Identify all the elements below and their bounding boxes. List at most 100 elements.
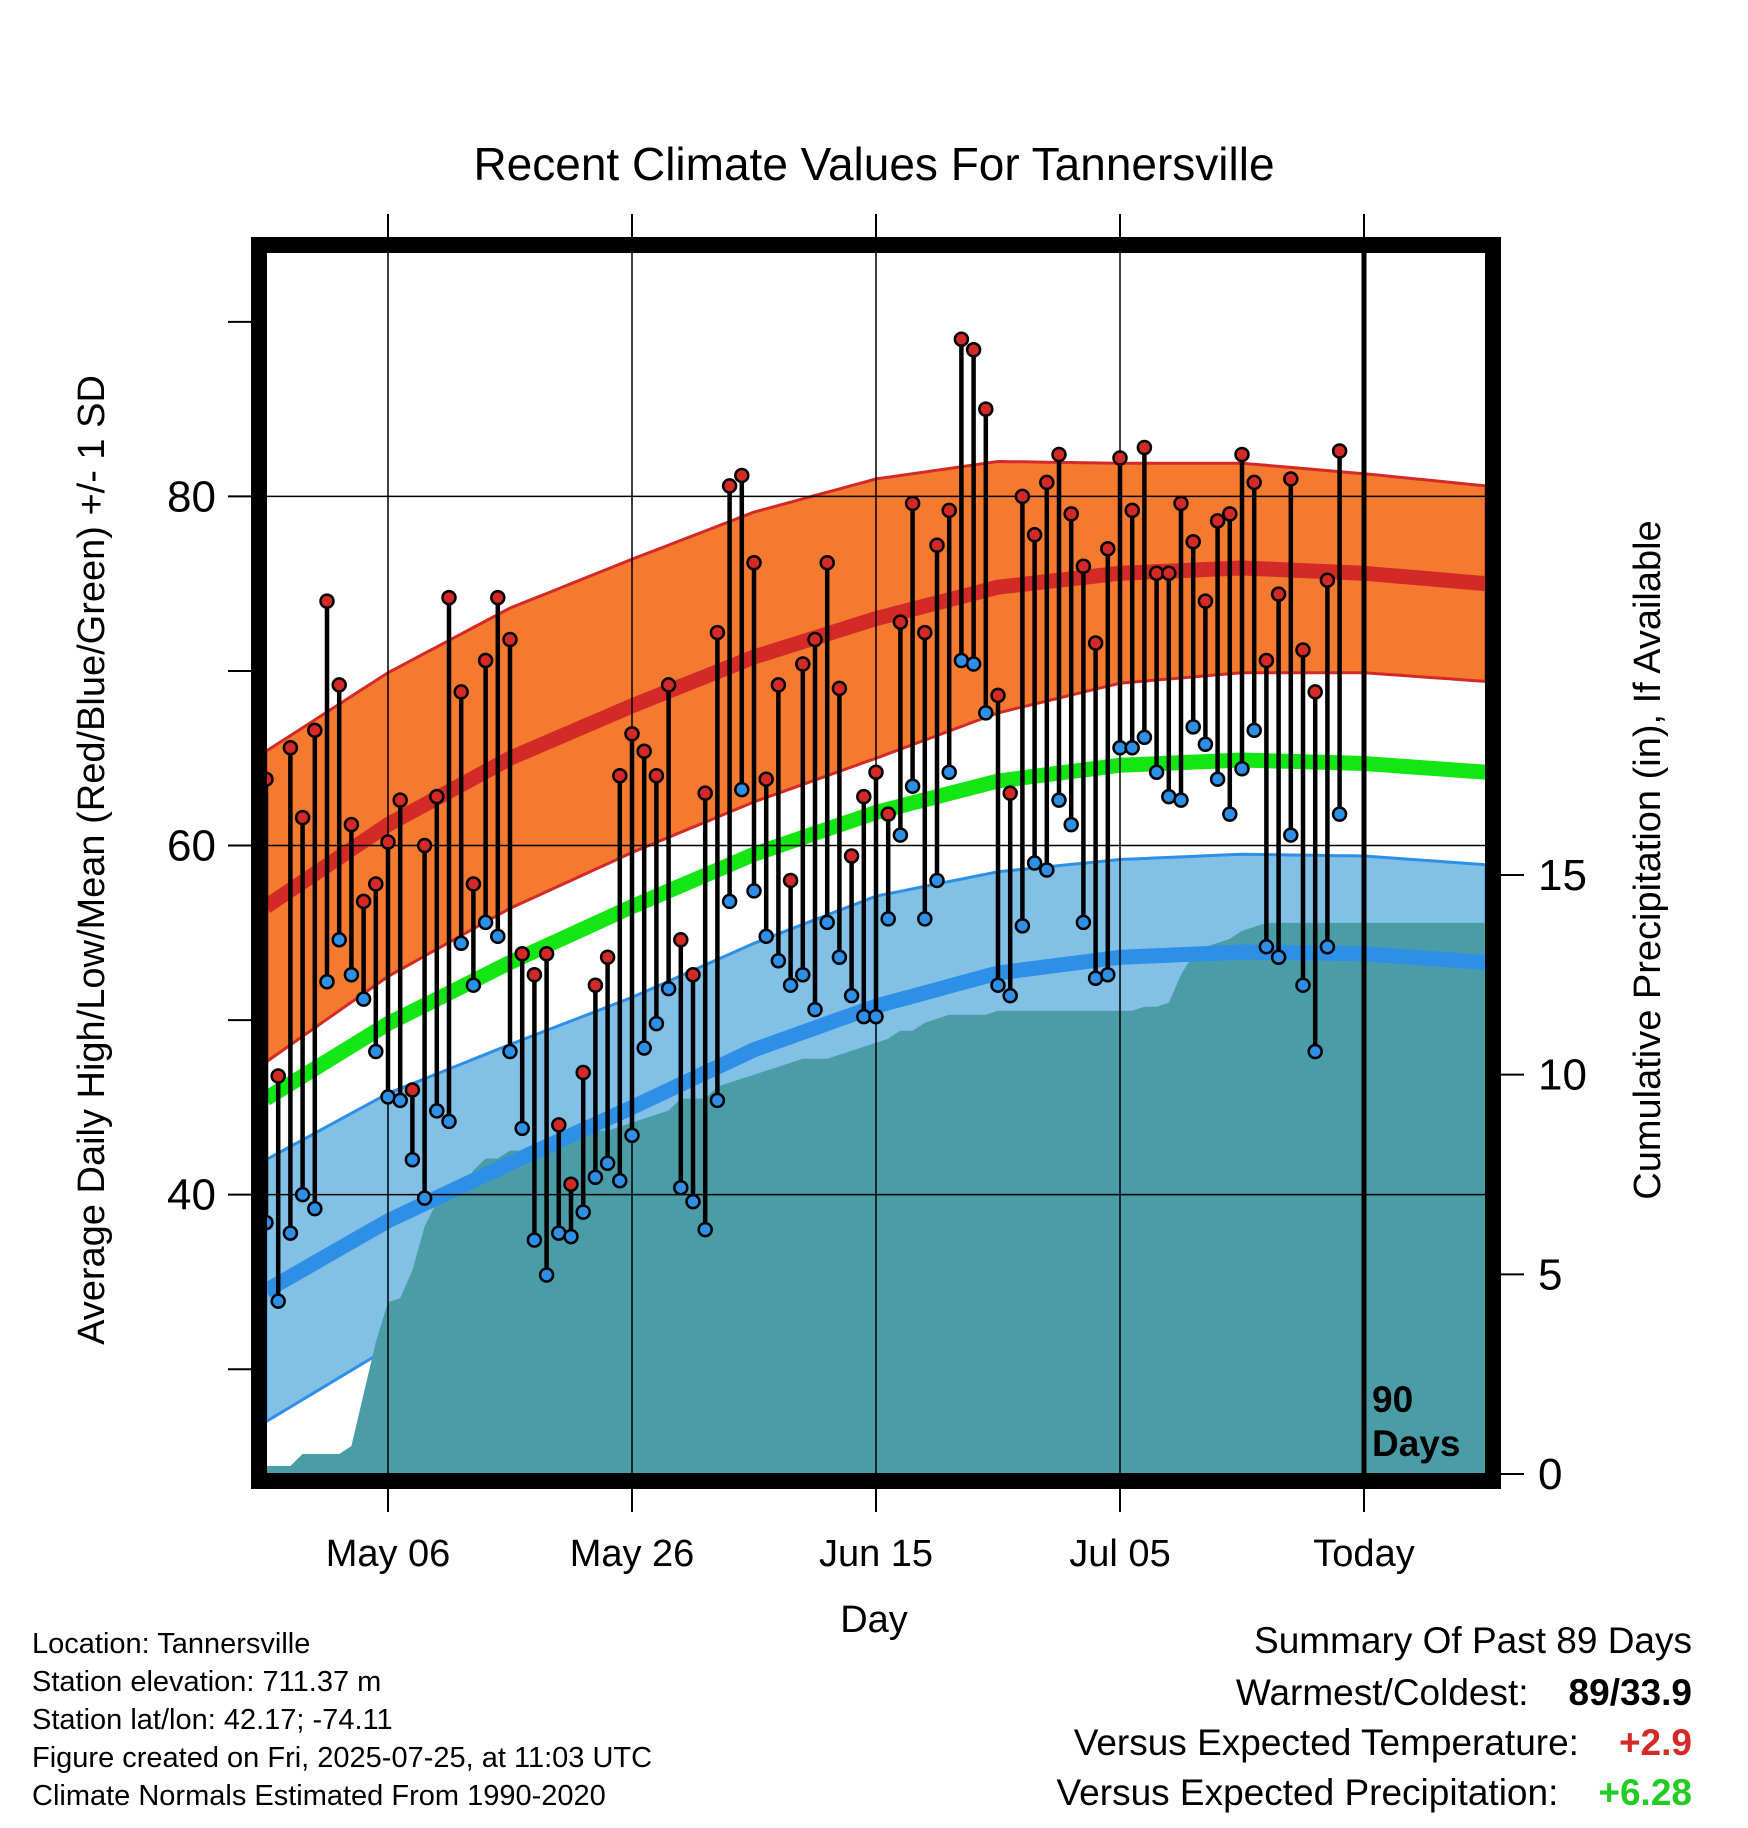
temp-anomaly-label: Versus Expected Temperature:: [1073, 1722, 1579, 1763]
daily-high-point: [599, 949, 616, 966]
daily-low-point: [807, 1001, 823, 1018]
y-tick-label-right: 10: [1538, 1051, 1587, 1100]
y-tick-label-right: 0: [1538, 1450, 1562, 1499]
daily-low-point: [1283, 827, 1299, 843]
daily-low-point: [1039, 862, 1055, 878]
daily-high-point: [868, 764, 884, 780]
daily-high-point: [514, 946, 530, 962]
elevation-text: Station elevation: 711.37 m: [32, 1666, 382, 1698]
daily-low-point: [831, 949, 848, 966]
daily-high-point: [355, 893, 372, 910]
daily-low-point: [1197, 736, 1214, 753]
daily-high-point: [307, 722, 323, 739]
daily-high-point: [673, 932, 689, 948]
y-tick-label-left: 40: [167, 1171, 216, 1220]
daily-low-point: [904, 778, 921, 794]
daily-high-point: [538, 946, 555, 962]
x-tick-label: May 06: [326, 1533, 451, 1575]
chart-title: Recent Climate Values For Tannersville: [473, 138, 1274, 190]
daily-high-point: [343, 816, 360, 833]
daily-low-point: [1051, 792, 1067, 808]
daily-high-point: [612, 767, 628, 784]
daily-high-point: [856, 788, 872, 805]
daily-high-point: [746, 554, 762, 571]
daily-low-point: [1173, 792, 1189, 808]
daily-low-point: [453, 935, 469, 952]
precip-anomaly-label: Versus Expected Precipitation:: [1056, 1772, 1559, 1813]
daily-low-point: [307, 1200, 323, 1217]
y-axis-right-label: Cumulative Precipitation (in), If Availa…: [1627, 520, 1669, 1199]
daily-low-point: [538, 1267, 555, 1283]
daily-low-point: [282, 1225, 299, 1241]
daily-low-point: [514, 1120, 530, 1137]
daily-high-point: [1258, 652, 1275, 669]
daily-low-point: [343, 966, 360, 983]
daily-high-point: [380, 834, 396, 850]
daily-high-point: [490, 589, 506, 606]
daily-low-point: [404, 1152, 421, 1168]
daily-high-point: [1185, 534, 1201, 550]
daily-low-point: [477, 914, 494, 931]
y-tick-label-left: 80: [167, 472, 216, 521]
daily-low-point: [1270, 949, 1287, 966]
daily-low-point: [368, 1043, 384, 1060]
daily-low-point: [441, 1113, 457, 1130]
daily-high-point: [1075, 558, 1092, 574]
daily-high-point: [502, 631, 518, 648]
daily-low-point: [1209, 771, 1226, 787]
daily-low-point: [929, 872, 945, 889]
daily-high-point: [904, 495, 921, 512]
daily-high-point: [368, 876, 384, 892]
daily-high-point: [1234, 446, 1250, 463]
daily-high-point: [795, 656, 811, 672]
daily-low-point: [1185, 719, 1201, 735]
daily-low-point: [843, 987, 860, 1004]
daily-high-point: [892, 614, 909, 630]
daily-low-point: [685, 1193, 701, 1210]
x-tick-label: Jul 05: [1069, 1533, 1170, 1575]
daily-high-point: [587, 977, 604, 993]
daily-high-point: [1295, 642, 1311, 658]
daily-high-point: [1246, 474, 1262, 491]
daily-high-point: [270, 1068, 286, 1084]
daily-high-point: [563, 1176, 579, 1192]
daily-low-point: [429, 1103, 445, 1119]
daily-low-point: [1295, 977, 1311, 993]
daily-low-point: [1124, 740, 1140, 756]
daily-high-point: [1319, 572, 1336, 588]
daily-high-point: [1270, 586, 1287, 602]
daily-low-point: [917, 911, 933, 927]
daily-low-point: [636, 1040, 652, 1056]
daily-high-point: [709, 624, 726, 641]
daily-low-point: [892, 827, 909, 843]
daily-low-point: [1319, 939, 1336, 955]
daily-low-point: [1234, 760, 1250, 777]
daily-high-point: [575, 1064, 591, 1081]
daily-high-point: [319, 593, 335, 609]
summary-title: Summary Of Past 89 Days: [1254, 1620, 1692, 1661]
daily-high-point: [294, 809, 311, 826]
daily-low-point: [1148, 764, 1165, 780]
normals-period-text: Climate Normals Estimated From 1990-2020: [32, 1780, 606, 1812]
precip-anomaly-value: +6.28: [1598, 1772, 1692, 1813]
daily-high-point: [819, 554, 835, 571]
daily-low-point: [758, 928, 774, 945]
daily-high-point: [1039, 474, 1055, 491]
daily-high-point: [1100, 541, 1116, 557]
latlon-text: Station lat/lon: 42.17; -74.11: [32, 1704, 393, 1736]
daily-high-point: [734, 467, 750, 484]
daily-high-point: [1222, 506, 1238, 522]
x-tick-label: Today: [1313, 1533, 1414, 1575]
daily-low-point: [770, 953, 787, 969]
daily-high-point: [1124, 502, 1140, 519]
y-axis-left-label: Average Daily High/Low/Mean (Red/Blue/Gr…: [71, 375, 113, 1345]
daily-low-point: [465, 977, 482, 993]
daily-low-point: [416, 1190, 433, 1206]
summary-temp-row: Versus Expected Temperature: +2.9: [1074, 1722, 1692, 1764]
summary-precip-row: Versus Expected Precipitation: +6.28: [1057, 1772, 1692, 1814]
y-tick-label-left: 60: [167, 822, 216, 871]
daily-low-point: [709, 1092, 726, 1109]
daily-low-point: [1075, 914, 1092, 931]
